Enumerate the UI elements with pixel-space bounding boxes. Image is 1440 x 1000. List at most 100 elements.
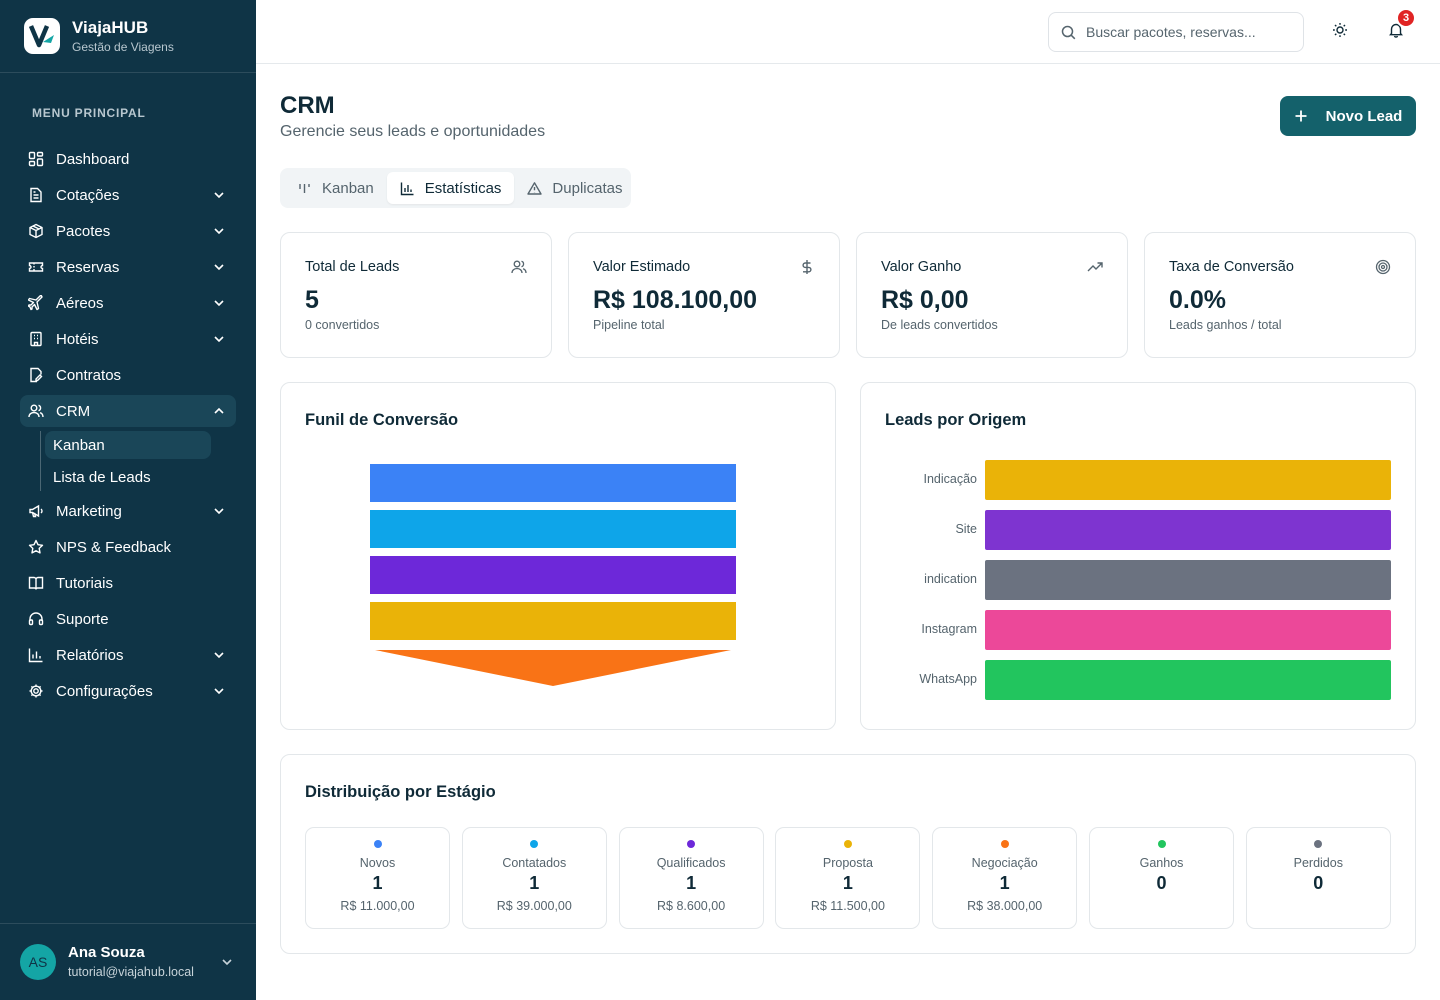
stage-box: Qualificados 1 R$ 8.600,00: [618, 827, 764, 929]
brand-subtitle: Gestão de Viagens: [72, 39, 174, 54]
stage-value: R$ 11.000,00: [340, 899, 415, 913]
stage-count: 1: [372, 873, 383, 893]
bar-chart-icon: [400, 181, 415, 196]
origin-bar[interactable]: [985, 610, 1391, 650]
sidebar-item-label: Configurações: [56, 682, 153, 700]
sidebar-item-reservas[interactable]: Reservas: [20, 251, 236, 283]
stat-card-taxa-conversao: Taxa de Conversão 0.0% Leads ganhos / to…: [1144, 232, 1416, 358]
sidebar-item-suporte[interactable]: Suporte: [20, 603, 236, 635]
stage-name: Perdidos: [1293, 856, 1343, 870]
bar-category-label: Indicação: [923, 472, 977, 486]
sidebar-item-label: NPS & Feedback: [56, 538, 172, 556]
sidebar-item-cotacoes[interactable]: Cotações: [20, 179, 236, 211]
user-name: Ana Souza: [68, 944, 145, 961]
sidebar-item-label: Tutoriais: [56, 574, 113, 592]
stage-value: R$ 8.600,00: [657, 899, 726, 913]
sidebar-item-tutoriais[interactable]: Tutoriais: [20, 567, 236, 599]
kanban-icon: [297, 181, 312, 196]
stat-value: R$ 108.100,00: [593, 286, 758, 314]
sidebar-item-label: Suporte: [56, 610, 109, 628]
chevron-down-icon: [212, 296, 226, 310]
page-title: CRM: [280, 92, 335, 119]
stage-value: R$ 38.000,00: [967, 899, 1043, 913]
funnel-stage-bar: [370, 602, 736, 640]
book-icon: [28, 575, 44, 591]
gear-icon: [28, 683, 44, 699]
stage-box: Novos 1 R$ 11.000,00: [305, 827, 450, 929]
origin-bar[interactable]: [985, 560, 1391, 600]
stage-value: R$ 39.000,00: [496, 899, 572, 913]
stat-value: 0.0%: [1169, 286, 1226, 314]
plane-icon: [28, 295, 44, 311]
stage-color-dot: [687, 840, 696, 848]
new-lead-button[interactable]: Novo Lead: [1280, 96, 1416, 136]
sidebar-item-hoteis[interactable]: Hotéis: [20, 323, 236, 355]
funnel-stage-bar: [370, 464, 736, 502]
search-box[interactable]: [1048, 12, 1304, 52]
sidebar-item-nps-feedback[interactable]: NPS & Feedback: [20, 531, 236, 563]
stat-card-total-leads: Total de Leads 5 0 convertidos: [280, 232, 552, 358]
stage-name: Negociação: [971, 856, 1038, 870]
sidebar-item-label: Marketing: [56, 502, 122, 520]
chevron-down-icon: [212, 188, 226, 202]
sidebar-item-aereos[interactable]: Aéreos: [20, 287, 236, 319]
sidebar-item-marketing[interactable]: Marketing: [20, 495, 236, 527]
sidebar-item-pacotes[interactable]: Pacotes: [20, 215, 236, 247]
hotel-icon: [28, 331, 44, 347]
tab-label: Duplicatas: [552, 179, 623, 197]
stat-label: Taxa de Conversão: [1169, 259, 1294, 275]
sidebar-subitem-lista-de-leads[interactable]: Lista de Leads: [53, 468, 151, 486]
sidebar-item-configuracoes[interactable]: Configurações: [20, 675, 236, 707]
stat-value: R$ 0,00: [881, 286, 969, 314]
stat-label: Total de Leads: [305, 259, 400, 275]
sidebar-item-relatorios[interactable]: Relatórios: [20, 639, 236, 671]
sidebar-subitem-kanban[interactable]: Kanban: [45, 431, 211, 459]
sun-icon: [1332, 22, 1348, 43]
tab-duplicatas[interactable]: Duplicatas: [514, 172, 635, 204]
origin-bar[interactable]: [985, 460, 1391, 500]
page-subtitle: Gerencie seus leads e oportunidades: [280, 123, 546, 140]
sidebar-item-dashboard[interactable]: Dashboard: [20, 143, 236, 175]
stage-box: Perdidos 0: [1245, 827, 1391, 929]
chevron-up-icon: [212, 404, 226, 418]
user-menu[interactable]: AS Ana Souza tutorial@viajahub.local: [0, 923, 256, 1000]
origin-bar[interactable]: [985, 510, 1391, 550]
megaphone-icon: [28, 503, 44, 519]
stage-distribution-card: Distribuição por Estágio Novos 1 R$ 11.000…: [280, 754, 1416, 954]
stage-name: Proposta: [822, 856, 873, 870]
stage-color-dot: [1314, 840, 1323, 848]
package-icon: [28, 223, 44, 239]
topbar: 3: [256, 0, 1440, 64]
sidebar-item-label: Cotações: [56, 186, 120, 204]
notifications-button[interactable]: 3: [1384, 8, 1416, 44]
stage-color-dot: [1000, 840, 1009, 848]
stage-box: Negociação 1 R$ 38.000,00: [932, 827, 1078, 929]
stage-color-dot: [1157, 840, 1166, 848]
chevron-down-icon: [212, 684, 226, 698]
tab-label: Kanban: [322, 179, 374, 197]
new-lead-label: Novo Lead: [1325, 107, 1403, 125]
stat-label: Valor Ganho: [881, 259, 962, 275]
theme-toggle-button[interactable]: [1328, 20, 1352, 44]
user-email: tutorial@viajahub.local: [68, 965, 194, 979]
stage-count: 1: [842, 873, 853, 893]
stat-note: 0 convertidos: [305, 318, 380, 332]
sidebar-item-crm[interactable]: CRM: [20, 395, 236, 427]
brand[interactable]: ViajaHUB Gestão de Viagens: [0, 0, 256, 73]
star-icon: [28, 539, 44, 555]
search-icon: [1061, 25, 1076, 40]
leads-origin-card: Leads por Origem Indicação Site indication…: [860, 382, 1416, 730]
origin-bar[interactable]: [985, 660, 1391, 700]
search-input[interactable]: [1086, 24, 1286, 40]
sidebar-item-label: Hotéis: [56, 330, 99, 348]
sidebar-menu: Dashboard Cotações Pacotes Reservas Aére…: [0, 143, 256, 707]
stat-note: Leads ganhos / total: [1169, 318, 1282, 332]
tab-kanban[interactable]: Kanban: [284, 172, 387, 204]
stage-name: Ganhos: [1139, 856, 1184, 870]
funnel-stage-bar: [370, 556, 736, 594]
target-icon: [1375, 259, 1391, 275]
tab-estatisticas[interactable]: Estatísticas: [386, 172, 515, 204]
leads-origin-title: Leads por Origem: [885, 411, 1027, 429]
sidebar-item-contratos[interactable]: Contratos: [20, 359, 236, 391]
funnel-title: Funil de Conversão: [305, 411, 459, 429]
